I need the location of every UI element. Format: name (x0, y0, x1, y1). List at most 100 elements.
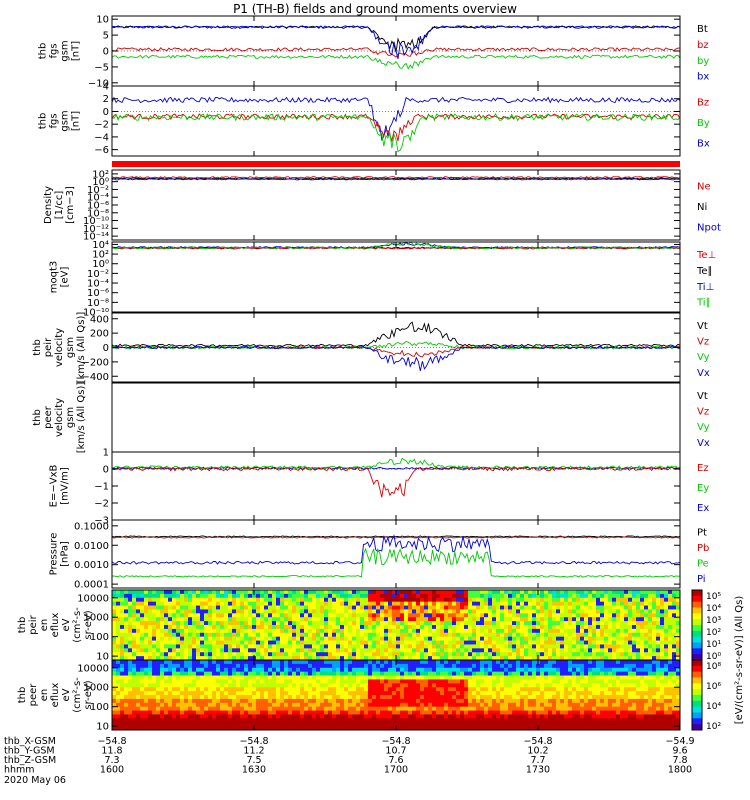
heatmap-cell (148, 710, 153, 715)
heatmap-cell (436, 706, 441, 711)
heatmap-cell (140, 695, 145, 700)
heatmap-cell (400, 601, 405, 606)
heatmap-cell (308, 660, 313, 665)
heatmap-cell (148, 671, 153, 676)
heatmap-cell (604, 652, 609, 657)
heatmap-cell (612, 632, 617, 638)
heatmap-cell (228, 698, 233, 704)
heatmap-cell (416, 593, 421, 599)
heatmap-cell (300, 706, 305, 711)
heatmap-cell (624, 652, 629, 657)
heatmap-cell (320, 671, 325, 676)
heatmap-cell (400, 710, 405, 715)
heatmap-cell (436, 597, 441, 603)
heatmap-cell (196, 679, 201, 684)
heatmap-cell (164, 691, 169, 696)
heatmap-cell (260, 593, 265, 599)
heatmap-cell (132, 698, 137, 704)
heatmap-cell (464, 671, 469, 676)
heatmap-cell (632, 644, 637, 649)
heatmap-cell (460, 726, 465, 731)
heatmap-cell (448, 667, 453, 673)
heatmap-cell (616, 613, 621, 618)
heatmap-cell (268, 609, 273, 614)
heatmap-cell (408, 671, 413, 676)
heatmap-cell (668, 609, 673, 614)
heatmap-cell (460, 667, 465, 673)
heatmap-cell (512, 648, 517, 653)
heatmap-cell (288, 590, 293, 595)
heatmap-cell (492, 632, 497, 638)
heatmap-cell (552, 644, 557, 649)
heatmap-cell (352, 663, 357, 669)
heatmap-cell (200, 601, 205, 606)
heatmap-cell (544, 648, 549, 653)
heatmap-cell (368, 636, 373, 641)
heatmap-cell (284, 702, 289, 708)
heatmap-cell (364, 660, 369, 665)
heatmap-cell (528, 644, 533, 649)
heatmap-cell (552, 691, 557, 696)
heatmap-cell (656, 617, 661, 622)
heatmap-cell (268, 695, 273, 700)
heatmap-cell (660, 632, 665, 638)
heatmap-cell (452, 695, 457, 700)
heatmap-cell (148, 726, 153, 731)
heatmap-cell (152, 593, 157, 599)
heatmap-cell (348, 667, 353, 673)
heatmap-cell (596, 632, 601, 638)
heatmap-cell (380, 702, 385, 708)
heatmap-cell (388, 687, 393, 692)
heatmap-cell (496, 663, 501, 669)
heatmap-cell (440, 656, 445, 661)
heatmap-cell (132, 726, 137, 731)
heatmap-cell (552, 667, 557, 673)
heatmap-cell (132, 702, 137, 708)
heatmap-cell (412, 695, 417, 700)
heatmap-cell (496, 613, 501, 618)
heatmap-cell (252, 605, 257, 610)
heatmap-cell (488, 671, 493, 676)
heatmap-cell (476, 714, 481, 719)
heatmap-cell (544, 726, 549, 731)
heatmap-cell (148, 617, 153, 622)
heatmap-cell (440, 644, 445, 649)
heatmap-cell (484, 706, 489, 711)
heatmap-cell (140, 679, 145, 684)
heatmap-cell (448, 714, 453, 719)
heatmap-cell (352, 675, 357, 680)
heatmap-cell (132, 687, 137, 692)
y-tick-label: 10² (92, 169, 109, 180)
heatmap-cell (276, 597, 281, 603)
heatmap-cell (520, 609, 525, 614)
heatmap-cell (448, 636, 453, 641)
heatmap-cell (276, 726, 281, 731)
heatmap-cell (428, 636, 433, 641)
heatmap-cell (668, 648, 673, 653)
heatmap-cell (240, 628, 245, 634)
heatmap-cell (376, 660, 381, 665)
heatmap-cell (280, 698, 285, 704)
heatmap-cell (548, 613, 553, 618)
heatmap-cell (544, 667, 549, 673)
heatmap-cell (588, 640, 593, 645)
heatmap-cell (244, 625, 249, 630)
heatmap-cell (484, 648, 489, 653)
heatmap-cell (476, 652, 481, 657)
heatmap-cell (156, 714, 161, 719)
heatmap-cell (244, 687, 249, 692)
heatmap-cell (568, 663, 573, 669)
heatmap-cell (548, 609, 553, 614)
heatmap-cell (228, 656, 233, 661)
heatmap-cell (148, 593, 153, 599)
heatmap-cell (120, 679, 125, 684)
heatmap-cell (564, 675, 569, 680)
heatmap-cell (184, 710, 189, 715)
heatmap-cell (336, 714, 341, 719)
heatmap-cell (332, 671, 337, 676)
y-axis-label: thbfgsgsm[nT] (38, 40, 82, 61)
heatmap-cell (320, 636, 325, 641)
heatmap-cell (400, 675, 405, 680)
heatmap-cell (272, 621, 277, 626)
heatmap-cell (256, 609, 261, 614)
